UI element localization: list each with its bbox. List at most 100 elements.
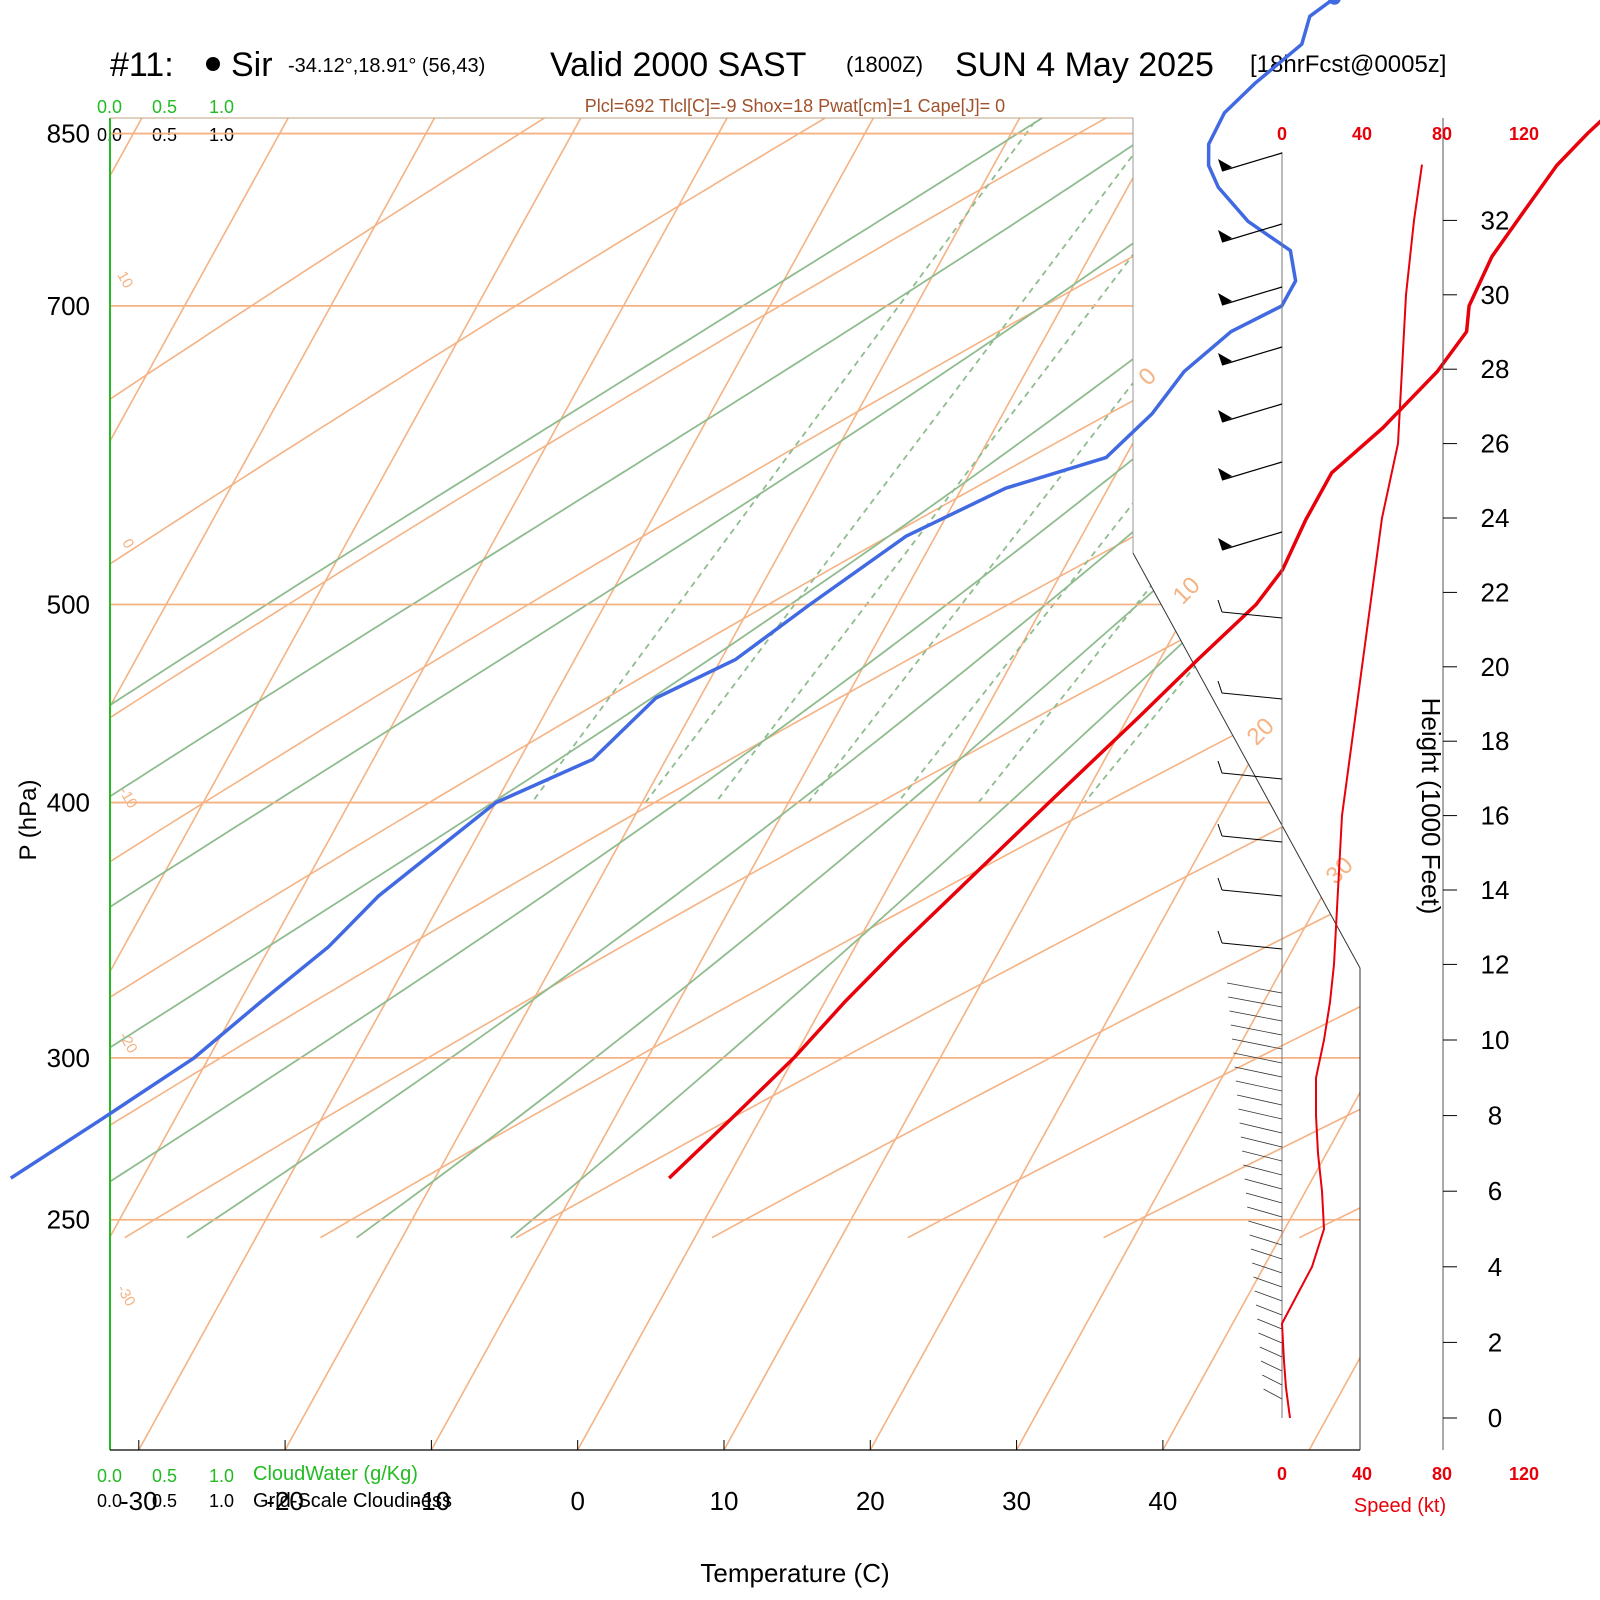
wind-barb-feather <box>1217 823 1223 837</box>
wind-barb <box>1253 1276 1283 1288</box>
x-tick-label: 0 <box>570 1486 584 1516</box>
dry-adiabat-line <box>711 118 1360 1239</box>
moist-adiabat-line <box>110 118 1360 1239</box>
isotherm-line <box>138 118 875 1450</box>
cloudiness-tick-top: 0.5 <box>152 125 177 145</box>
wind-barb <box>1230 1024 1283 1036</box>
isotherm-line <box>1162 118 1360 1450</box>
cloud-scale-bottom: 0.0 0.5 1.0 CloudWater (g/Kg) 0.0 0.5 1.… <box>97 1463 452 1512</box>
sounding-id: #11: <box>110 46 174 84</box>
cloudiness-tick-bottom: 0.0 <box>97 1491 122 1511</box>
height-tick-label: 30 <box>1481 280 1510 310</box>
wind-barb <box>1229 1010 1283 1022</box>
speed-tick-label-top: 0 <box>1277 124 1287 144</box>
wind-barb <box>1243 1164 1283 1176</box>
speed-tick-label-bottom: 0 <box>1277 1464 1287 1484</box>
wind-barb <box>1260 1360 1283 1372</box>
height-tick-label: 2 <box>1488 1327 1502 1357</box>
wind-barb <box>1231 1038 1283 1050</box>
wind-speed-panel: 0246810121416182022242628303200404080801… <box>1277 118 1539 1484</box>
height-tick-label: 26 <box>1481 429 1510 459</box>
cloudiness-label: Grid-Scale Cloudiness <box>253 1490 452 1512</box>
wind-barb-flag <box>1218 230 1232 242</box>
wind-barb <box>1221 835 1283 843</box>
speed-tick-label-bottom: 40 <box>1352 1464 1372 1484</box>
height-tick-label: 18 <box>1481 726 1510 756</box>
height-tick-label: 0 <box>1488 1403 1502 1433</box>
dry-adiabat-line <box>515 118 1360 1239</box>
y-axis-label: P (hPa) <box>15 780 42 861</box>
wind-barb <box>1259 1346 1283 1358</box>
x-tick-label: 20 <box>856 1486 885 1516</box>
wind-barb <box>1255 1304 1283 1316</box>
wind-barb <box>1236 1094 1283 1106</box>
isotherm-line <box>284 118 1021 1450</box>
isotherm-line <box>430 118 1167 1450</box>
wind-barb <box>1221 942 1283 950</box>
wind-barb <box>1226 982 1283 994</box>
dry-adiabat-line <box>110 118 1360 1239</box>
wind-barb <box>1249 1234 1283 1246</box>
wind-barbs <box>1217 152 1283 1400</box>
height-tick-label: 10 <box>1481 1025 1510 1055</box>
wind-barb <box>1239 1122 1283 1134</box>
wind-barb <box>1221 346 1283 366</box>
wind-barb-feather <box>1217 877 1223 891</box>
height-tick-label: 8 <box>1488 1101 1502 1131</box>
height-tick-label: 22 <box>1481 577 1510 607</box>
cloudwater-tick-bottom: 0.0 <box>97 1466 122 1486</box>
isotherm-line <box>1015 118 1360 1450</box>
wind-barb-flag <box>1218 353 1232 365</box>
speed-tick-label-top: 120 <box>1509 124 1539 144</box>
isotherm-label: 10 <box>1168 572 1206 610</box>
isotherm-line <box>110 118 728 1450</box>
skewt-frame <box>109 117 1361 1451</box>
pressure-tick-label: 400 <box>47 788 90 818</box>
wind-barb <box>1258 1332 1283 1344</box>
x-tick-label: 30 <box>1002 1486 1031 1516</box>
mixing-ratio-line <box>977 118 1360 804</box>
dewpoint-line <box>9 0 1335 1180</box>
wind-barb-flag <box>1218 538 1232 550</box>
wind-barb <box>1254 1290 1283 1302</box>
dry-adiabat-line <box>110 118 796 1239</box>
wind-barb <box>1221 286 1283 306</box>
height-tick-label: 32 <box>1481 205 1510 235</box>
dry-adiabat-line <box>110 118 1360 1239</box>
cloudwater-tick-top: 1.0 <box>209 97 234 117</box>
isotherm-line <box>723 118 1360 1450</box>
x-axis-label: Temperature (C) <box>700 1558 889 1588</box>
x-tick-label: 10 <box>710 1486 739 1516</box>
wind-barb <box>1252 1262 1283 1274</box>
dry-adiabat-line <box>320 118 1360 1239</box>
wind-barb <box>1221 461 1283 481</box>
height-tick-label: 4 <box>1488 1252 1502 1282</box>
dry-adiabat-line <box>1298 118 1360 1239</box>
wind-barb <box>1221 692 1283 700</box>
height-tick-label: 12 <box>1481 949 1510 979</box>
cloudwater-tick-top: 0.5 <box>152 97 177 117</box>
wind-barb <box>1233 1052 1283 1064</box>
wind-barb-flag <box>1218 468 1232 480</box>
moist-adiabat-line <box>356 118 1360 1239</box>
moist-adiabat-line <box>186 118 1360 1239</box>
wind-speed-line <box>1280 164 1423 1419</box>
wind-barb <box>1248 1220 1283 1232</box>
station-name: Sir <box>231 46 273 84</box>
isotherm-line <box>110 118 582 1450</box>
wind-barb <box>1221 403 1283 423</box>
height-axis-label: Height (1000 Feet) <box>1416 698 1446 915</box>
cloudiness-tick-bottom: 0.5 <box>152 1491 177 1511</box>
moist-adiabat-line <box>110 118 1360 1239</box>
pressure-tick-label: 250 <box>47 1205 90 1235</box>
wind-barb-flag <box>1218 159 1232 171</box>
chart-header: #11: Sir -34.12°,18.91° (56,43) Valid 20… <box>110 46 1446 116</box>
wind-barb <box>1235 1080 1283 1092</box>
cloudiness-tick-top: 1.0 <box>209 125 234 145</box>
wind-barb <box>1245 1192 1283 1204</box>
x-tick-label: -30 <box>120 1486 158 1516</box>
height-tick-label: 20 <box>1481 652 1510 682</box>
wind-barb <box>1244 1178 1283 1190</box>
pressure-tick-label: 300 <box>47 1043 90 1073</box>
